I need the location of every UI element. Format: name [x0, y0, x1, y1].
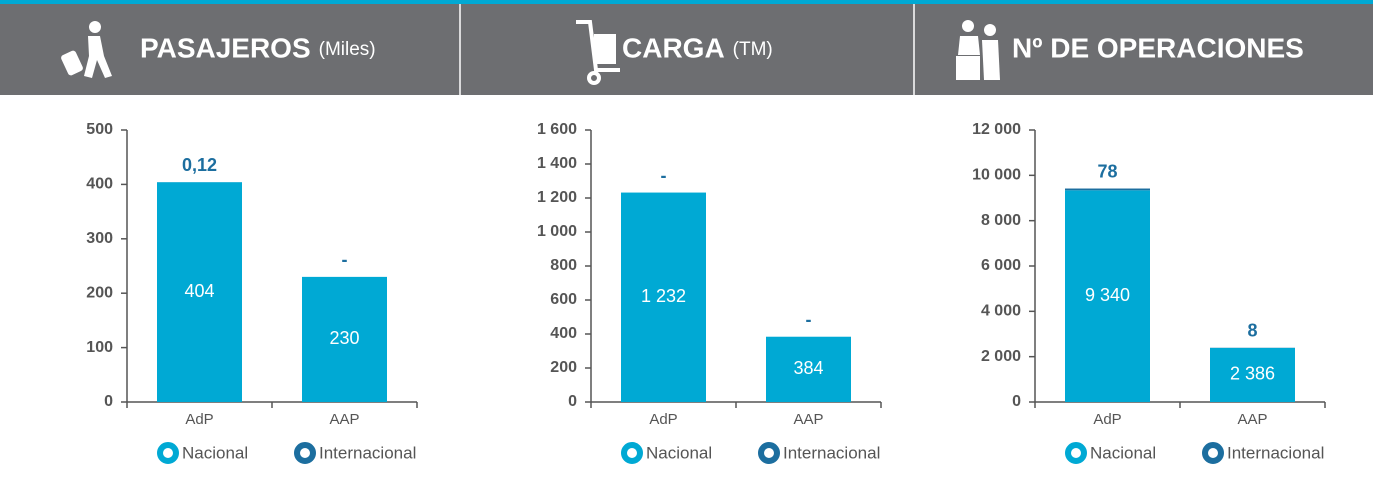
- y-tick-label: 600: [550, 291, 577, 308]
- data-label: 9 340: [1085, 285, 1130, 305]
- legend-marker: [294, 442, 316, 464]
- y-tick-label: 0: [1012, 393, 1021, 410]
- bar-segment: [1065, 188, 1150, 191]
- y-tick-label: 1 400: [537, 155, 577, 172]
- data-label: -: [661, 165, 667, 185]
- data-label: 8: [1247, 320, 1257, 340]
- legend-label: Nacional: [646, 443, 712, 462]
- y-tick-label: 8 000: [981, 212, 1021, 229]
- icon-cargo: [576, 20, 620, 85]
- panel-subtitle: (TM): [733, 39, 773, 60]
- data-label: 230: [329, 328, 359, 348]
- legend-label: Nacional: [1090, 443, 1156, 462]
- icon-passenger: [61, 21, 112, 78]
- legend-label: Internacional: [319, 443, 416, 462]
- panel-title: Nº DE OPERACIONES: [1012, 32, 1304, 63]
- bar-segment: [1065, 190, 1150, 402]
- x-tick-label: AdP: [1093, 411, 1121, 428]
- data-label: -: [342, 250, 348, 270]
- x-tick-label: AdP: [185, 411, 213, 428]
- bar-segment: [766, 336, 851, 402]
- legend-marker: [1202, 442, 1224, 464]
- data-label: 0,12: [182, 155, 217, 175]
- bar-segment: [621, 192, 706, 402]
- y-tick-label: 1 600: [537, 121, 577, 138]
- legend-marker: [157, 442, 179, 464]
- legend-label: Nacional: [182, 443, 248, 462]
- y-tick-label: 4 000: [981, 303, 1021, 320]
- y-tick-label: 10 000: [972, 167, 1021, 184]
- data-label: 2 386: [1230, 364, 1275, 384]
- y-tick-label: 300: [86, 230, 113, 247]
- legend-label: Internacional: [783, 443, 880, 462]
- y-tick-label: 400: [550, 325, 577, 342]
- legend-marker: [621, 442, 643, 464]
- y-tick-label: 12 000: [972, 121, 1021, 138]
- y-tick-label: 200: [86, 284, 113, 301]
- bar-segment: [157, 182, 242, 402]
- legend-marker: [1065, 442, 1087, 464]
- legend-marker: [758, 442, 780, 464]
- y-tick-label: 1 200: [537, 189, 577, 206]
- panel-subtitle: (Miles): [319, 39, 376, 60]
- y-tick-label: 200: [550, 359, 577, 376]
- panel-title: PASAJEROS: [140, 32, 311, 63]
- y-tick-label: 800: [550, 257, 577, 274]
- data-label: 1 232: [641, 286, 686, 306]
- icon-operations: [956, 20, 1000, 80]
- header-bar: [0, 0, 1373, 95]
- legend-label: Internacional: [1227, 443, 1324, 462]
- y-tick-label: 6 000: [981, 257, 1021, 274]
- y-tick-label: 100: [86, 339, 113, 356]
- y-tick-label: 0: [104, 393, 113, 410]
- y-tick-label: 500: [86, 121, 113, 138]
- y-tick-label: 2 000: [981, 348, 1021, 365]
- data-label: 384: [793, 358, 823, 378]
- data-label: 78: [1097, 161, 1117, 181]
- x-tick-label: AAP: [1237, 411, 1267, 428]
- bar-segment: [302, 276, 387, 402]
- data-label: -: [806, 309, 812, 329]
- y-tick-label: 0: [568, 393, 577, 410]
- y-tick-label: 1 000: [537, 223, 577, 240]
- panel-title: CARGA: [622, 32, 725, 63]
- bar-segment: [1210, 347, 1295, 402]
- x-tick-label: AdP: [649, 411, 677, 428]
- data-label: 404: [184, 281, 214, 301]
- x-tick-label: AAP: [793, 411, 823, 428]
- y-tick-label: 400: [86, 176, 113, 193]
- header-stripe: [0, 0, 1373, 4]
- x-tick-label: AAP: [329, 411, 359, 428]
